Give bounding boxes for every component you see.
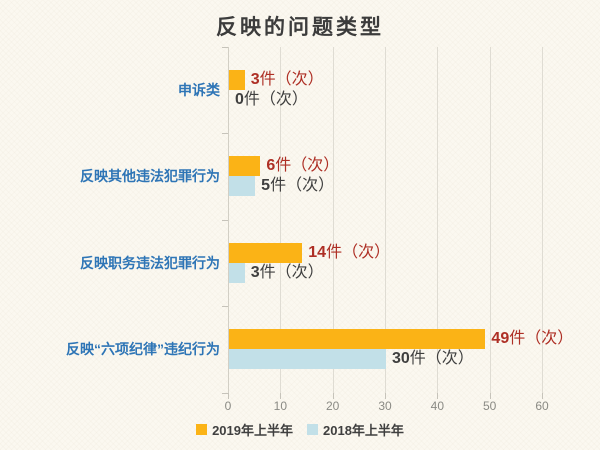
category-label: 反映其他违法犯罪行为 — [80, 168, 220, 185]
x-axis-tick — [437, 392, 439, 399]
value-number: 6 — [266, 157, 276, 175]
gridline — [385, 46, 386, 393]
value-label: 6件（次） — [266, 155, 339, 177]
x-tick-label: 40 — [430, 398, 444, 413]
y-axis-tick — [222, 133, 228, 134]
value-label: 3件（次） — [251, 262, 324, 284]
x-tick-label: 30 — [378, 398, 392, 413]
value-unit: 件（次） — [275, 157, 340, 175]
bar-2018年上半年-3 — [229, 349, 386, 370]
y-axis-tick — [222, 46, 228, 48]
value-unit: 件（次） — [259, 263, 324, 281]
x-tick-label: 0 — [224, 398, 232, 413]
x-axis-tick — [332, 392, 334, 399]
gridline — [332, 46, 334, 393]
chart-title: 反映的问题类型 — [216, 16, 384, 39]
x-tick-label: 10 — [273, 398, 287, 413]
value-unit: 件（次） — [243, 90, 308, 108]
legend-item: 2019年上半年 — [196, 420, 293, 439]
y-axis-tick — [222, 219, 228, 221]
y-axis-tick — [222, 392, 228, 394]
gridline — [437, 46, 439, 393]
category-label: 反映“六项纪律”违纪行为 — [66, 341, 220, 358]
value-number: 0 — [235, 90, 244, 108]
value-unit: 件（次） — [409, 350, 474, 368]
value-label: 30件（次） — [392, 348, 474, 370]
x-tick-label: 20 — [325, 398, 340, 413]
value-number: 3 — [250, 70, 260, 88]
value-label: 5件（次） — [261, 175, 334, 197]
bar-2018年上半年-2 — [229, 262, 245, 283]
gridline — [489, 46, 491, 393]
value-number: 5 — [261, 177, 271, 195]
value-number: 49 — [491, 330, 510, 348]
x-axis-tick — [542, 392, 543, 399]
value-number: 3 — [250, 263, 260, 281]
y-axis-tick — [222, 306, 228, 307]
value-number: 14 — [308, 243, 327, 261]
x-tick-label: 60 — [535, 398, 549, 413]
value-label: 0件（次） — [235, 89, 308, 111]
value-number: 30 — [392, 350, 410, 368]
legend-swatch — [307, 423, 318, 435]
y-axis-line — [228, 46, 229, 393]
legend-item: 2018年上半年 — [307, 420, 404, 439]
bar-2019年上半年-1 — [229, 156, 261, 177]
x-axis-tick — [489, 392, 491, 399]
value-label: 14件（次） — [308, 242, 390, 264]
legend-label: 2018年上半年 — [323, 422, 404, 438]
value-unit: 件（次） — [270, 177, 335, 195]
value-unit: 件（次） — [509, 330, 574, 348]
category-label: 反映职务违法犯罪行为 — [80, 254, 220, 271]
x-axis-tick — [385, 392, 386, 399]
value-label: 49件（次） — [491, 328, 573, 350]
x-tick-label: 50 — [482, 398, 497, 413]
value-unit: 件（次） — [259, 70, 324, 88]
legend-label: 2019年上半年 — [212, 422, 293, 438]
bar-2019年上半年-0 — [229, 69, 245, 90]
value-unit: 件（次） — [326, 243, 391, 261]
value-label: 3件（次） — [251, 69, 324, 91]
x-axis-tick — [280, 392, 282, 399]
gridline — [280, 46, 282, 393]
category-label: 申诉类 — [178, 81, 220, 98]
legend-swatch — [196, 423, 208, 435]
gridline — [542, 46, 543, 393]
legend: 2019年上半年 2018年上半年 — [0, 420, 600, 438]
bar-2018年上半年-1 — [229, 176, 256, 197]
bar-2019年上半年-3 — [229, 329, 486, 350]
bar-2019年上半年-2 — [229, 242, 303, 263]
x-axis-tick — [228, 392, 229, 399]
